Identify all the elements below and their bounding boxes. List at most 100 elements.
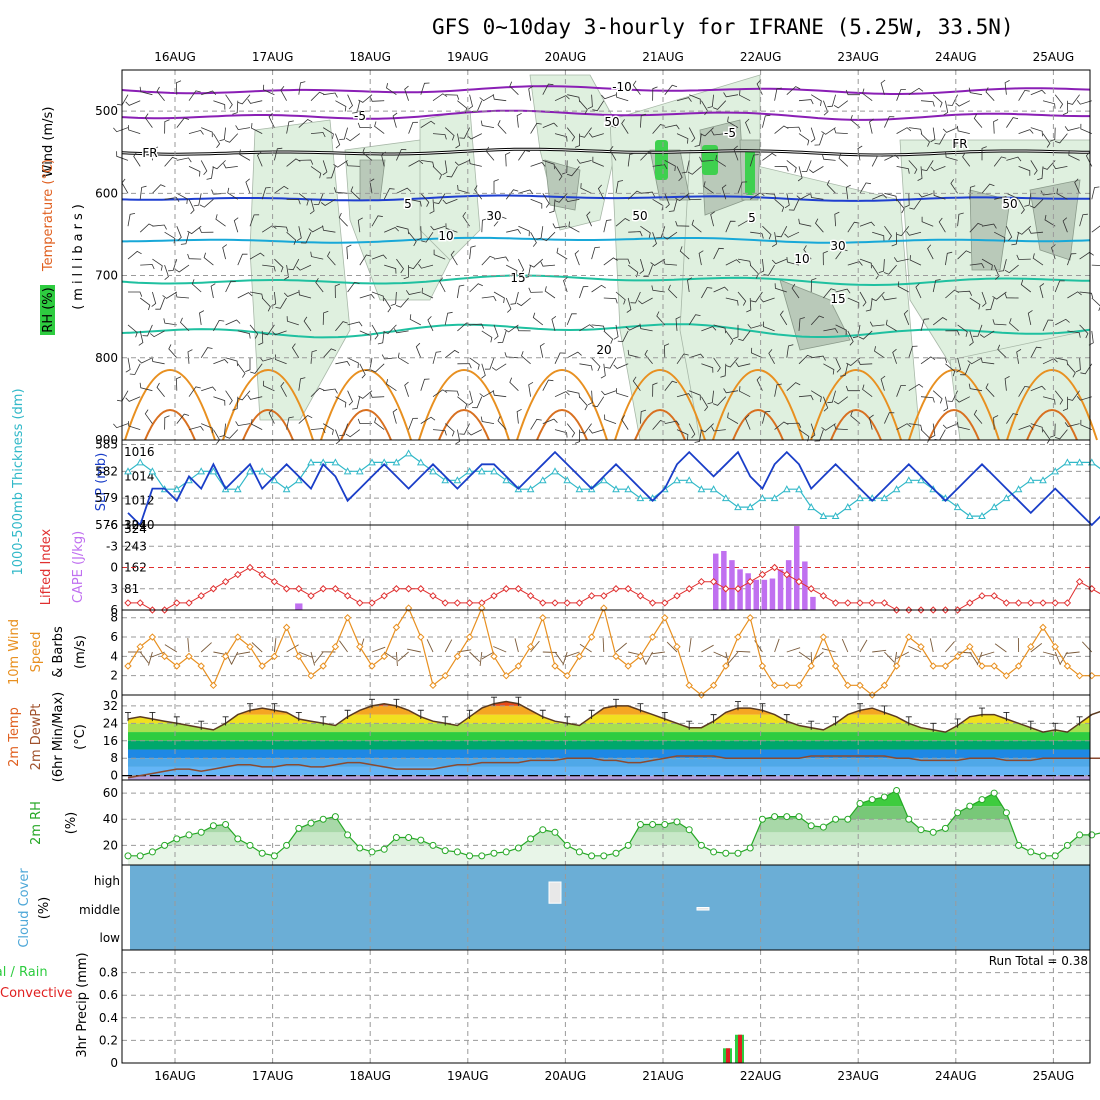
wind-barb <box>1056 188 1068 200</box>
wind-barb <box>408 160 424 167</box>
thickness-marker <box>709 485 718 493</box>
wind-barb <box>993 264 1000 280</box>
rh2m-unit-label: (%) <box>64 812 79 835</box>
wind-barb <box>786 86 801 95</box>
wind-barb <box>415 342 422 358</box>
wind-barb <box>798 317 805 331</box>
wind-barb <box>779 310 788 326</box>
wind-barb <box>810 127 816 143</box>
wind-barb <box>542 193 550 208</box>
wind-barb-10m <box>976 651 983 666</box>
wind-barb <box>493 179 499 194</box>
precip-tick-label: 0.8 <box>99 966 118 980</box>
wind-barb <box>225 94 233 109</box>
temperature-label: Temperature (°C) <box>41 159 56 272</box>
contour-label: 50 <box>604 115 619 129</box>
wind-barb <box>592 100 605 112</box>
wind-barb <box>188 199 195 215</box>
wind-barb <box>300 232 312 244</box>
thickness-marker <box>831 512 840 520</box>
wind-barb <box>310 91 325 101</box>
wind-barb <box>664 193 670 209</box>
date-label-bottom: 18AUG <box>349 1069 391 1083</box>
wind-barb <box>955 100 970 107</box>
wind-speed-marker <box>636 652 645 661</box>
wind-barb <box>481 218 488 233</box>
wind-barb <box>845 184 851 200</box>
wind-barb <box>762 192 777 200</box>
wind-barb <box>908 423 923 431</box>
wind-barb <box>213 100 226 110</box>
contour-label: 10 <box>438 229 453 243</box>
lifted-index-marker <box>819 592 828 600</box>
wind-barb <box>880 375 886 391</box>
wind-barb <box>1004 264 1019 274</box>
wind-barb <box>700 127 714 137</box>
wind-barb <box>237 390 251 401</box>
wind-barb <box>1062 217 1068 233</box>
lifted-index-marker <box>453 599 462 607</box>
wind-barb <box>737 181 748 194</box>
wind-barb <box>444 127 455 141</box>
rh-shading <box>419 109 481 261</box>
wind-barb <box>639 258 645 275</box>
wind-barb <box>370 363 385 373</box>
wind-barb <box>249 291 264 300</box>
wind-barb <box>615 291 626 305</box>
wind-barb <box>601 94 617 100</box>
wind-barb <box>322 310 329 325</box>
wind-barb <box>891 232 897 247</box>
wind-barb <box>323 388 338 394</box>
wind-barb <box>739 386 751 398</box>
lifted-index-marker <box>551 599 559 607</box>
date-label-top: 17AUG <box>252 50 294 64</box>
wind-speed-marker <box>990 662 998 670</box>
wind-barb <box>701 396 709 412</box>
wind-barb <box>201 386 217 392</box>
wind-barb <box>921 216 934 227</box>
wind-barb <box>187 225 202 235</box>
wind-barb <box>291 343 300 359</box>
lifted-index-marker <box>1027 599 1035 607</box>
lifted-tick-label: -3 <box>106 539 118 553</box>
wind-barb <box>600 363 606 379</box>
precip-axis-labels: Total / Rain Convective 3hr Precip (mm) <box>0 952 90 1057</box>
wind-barb <box>350 186 361 200</box>
wind-speed-marker <box>661 614 669 622</box>
wind-speed-marker <box>685 681 693 690</box>
wind-barb-10m <box>650 651 665 655</box>
wind-barb <box>737 291 747 306</box>
wind-barb <box>880 79 886 95</box>
wind-barb <box>310 350 317 364</box>
wind-barb <box>213 396 226 406</box>
wind-barb <box>418 263 434 269</box>
wind-barb <box>814 429 824 442</box>
wind-barb <box>1076 395 1092 401</box>
wind-speed-marker <box>319 662 327 670</box>
wind-barb <box>493 291 505 303</box>
wind-barb <box>468 94 473 110</box>
wind-speed-marker <box>978 662 986 670</box>
wind-barb <box>442 160 448 176</box>
wind-barb <box>896 385 906 397</box>
wind-barb <box>798 99 814 105</box>
lifted-tick-label: 6 <box>110 603 118 617</box>
wind-barb-10m <box>286 644 299 653</box>
wind-barb <box>518 258 525 274</box>
rh2m-marker <box>1002 809 1010 817</box>
wind-barb <box>442 198 458 205</box>
lifted-index-marker <box>1075 577 1084 586</box>
wind-speed-marker <box>1075 671 1084 680</box>
wind-barb <box>1044 214 1056 227</box>
thickness-tick-label: 585 <box>95 437 118 451</box>
rh2m-marker <box>746 844 754 852</box>
wind-barb-10m <box>187 638 190 653</box>
wind-barb <box>298 192 309 206</box>
wind-barb-10m <box>444 639 453 653</box>
wind-barb <box>237 292 253 299</box>
wind-barb <box>392 112 398 128</box>
wind-barb <box>823 328 839 334</box>
minmax-whisker <box>857 703 863 713</box>
wind-barb-10m <box>514 638 519 653</box>
wind-barb <box>457 322 472 332</box>
